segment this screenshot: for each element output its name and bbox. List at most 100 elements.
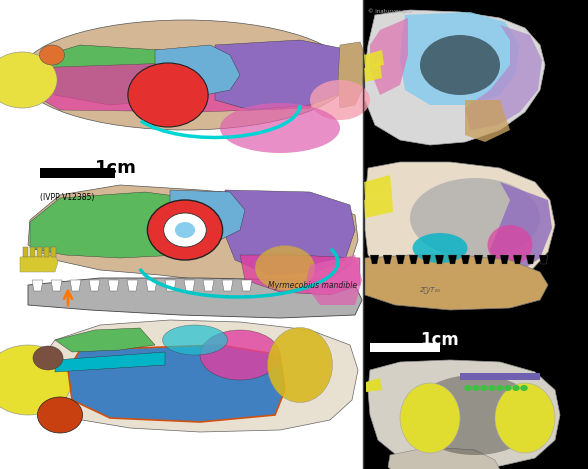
Bar <box>51 247 56 257</box>
Ellipse shape <box>268 327 332 402</box>
Text: 2ᵜ/T₁₀: 2ᵜ/T₁₀ <box>420 287 440 293</box>
Polygon shape <box>108 280 119 291</box>
Polygon shape <box>539 255 548 264</box>
Bar <box>23 247 28 257</box>
Text: 1cm: 1cm <box>95 159 137 177</box>
Polygon shape <box>365 10 545 145</box>
Circle shape <box>512 385 520 391</box>
Polygon shape <box>487 255 496 264</box>
Bar <box>363 0 588 469</box>
Polygon shape <box>20 255 58 272</box>
Polygon shape <box>490 182 552 272</box>
Circle shape <box>148 200 223 260</box>
Polygon shape <box>465 25 542 130</box>
Polygon shape <box>435 255 444 264</box>
Polygon shape <box>461 255 470 264</box>
Polygon shape <box>364 62 382 82</box>
Circle shape <box>465 385 472 391</box>
Ellipse shape <box>495 383 555 453</box>
Bar <box>370 343 440 352</box>
Circle shape <box>38 397 82 433</box>
Polygon shape <box>338 42 365 108</box>
Circle shape <box>128 63 208 127</box>
Polygon shape <box>55 328 155 352</box>
Ellipse shape <box>200 330 280 380</box>
Bar <box>40 168 115 178</box>
Polygon shape <box>184 280 195 291</box>
Ellipse shape <box>20 20 350 130</box>
Polygon shape <box>165 280 176 291</box>
Polygon shape <box>225 190 355 275</box>
Polygon shape <box>364 195 393 218</box>
Polygon shape <box>526 255 535 264</box>
Polygon shape <box>51 280 62 291</box>
Bar <box>44 247 49 257</box>
Polygon shape <box>32 280 43 291</box>
Polygon shape <box>25 320 358 432</box>
Ellipse shape <box>410 375 540 455</box>
Circle shape <box>520 385 528 391</box>
Polygon shape <box>513 255 522 264</box>
Polygon shape <box>28 278 362 318</box>
Polygon shape <box>146 280 157 291</box>
Text: Myrmecobius mandible: Myrmecobius mandible <box>268 280 357 289</box>
Circle shape <box>488 385 496 391</box>
Circle shape <box>472 385 480 391</box>
Circle shape <box>175 222 195 238</box>
Polygon shape <box>364 50 384 68</box>
Polygon shape <box>368 360 560 468</box>
Polygon shape <box>240 255 360 295</box>
Bar <box>37 247 42 257</box>
Text: 1cm: 1cm <box>420 331 459 349</box>
Ellipse shape <box>220 103 340 153</box>
Polygon shape <box>364 175 392 200</box>
Polygon shape <box>365 162 555 288</box>
Polygon shape <box>25 45 200 105</box>
Bar <box>30 247 35 257</box>
Ellipse shape <box>487 225 533 265</box>
Circle shape <box>480 385 488 391</box>
Polygon shape <box>155 45 240 95</box>
Circle shape <box>0 345 72 415</box>
Text: © inaturyes.pro: © inaturyes.pro <box>368 8 412 14</box>
Polygon shape <box>127 280 138 291</box>
Polygon shape <box>396 255 405 264</box>
Polygon shape <box>30 192 215 258</box>
Circle shape <box>496 385 504 391</box>
Polygon shape <box>465 100 510 142</box>
Polygon shape <box>241 280 252 291</box>
Polygon shape <box>500 255 509 264</box>
Polygon shape <box>370 18 408 95</box>
Ellipse shape <box>255 245 315 290</box>
Polygon shape <box>28 185 358 285</box>
Polygon shape <box>70 280 81 291</box>
Bar <box>0 0 363 469</box>
Ellipse shape <box>413 233 467 263</box>
Circle shape <box>505 385 512 391</box>
Polygon shape <box>55 352 165 372</box>
Polygon shape <box>366 378 382 392</box>
Polygon shape <box>448 255 457 264</box>
Circle shape <box>39 45 65 65</box>
Bar <box>460 373 540 380</box>
Polygon shape <box>215 40 355 110</box>
Polygon shape <box>365 255 548 310</box>
Polygon shape <box>170 190 245 240</box>
Ellipse shape <box>400 383 460 453</box>
Ellipse shape <box>410 178 540 258</box>
Ellipse shape <box>162 325 228 355</box>
Circle shape <box>0 52 57 108</box>
Polygon shape <box>25 62 320 112</box>
Polygon shape <box>203 280 214 291</box>
Polygon shape <box>222 280 233 291</box>
Polygon shape <box>474 255 483 264</box>
Text: (IVPP V12385): (IVPP V12385) <box>40 193 95 202</box>
Polygon shape <box>388 448 500 469</box>
Polygon shape <box>422 255 431 264</box>
Polygon shape <box>68 345 285 422</box>
Polygon shape <box>305 255 362 305</box>
Polygon shape <box>400 12 520 105</box>
Ellipse shape <box>420 35 500 95</box>
Polygon shape <box>370 255 379 264</box>
Polygon shape <box>89 280 100 291</box>
